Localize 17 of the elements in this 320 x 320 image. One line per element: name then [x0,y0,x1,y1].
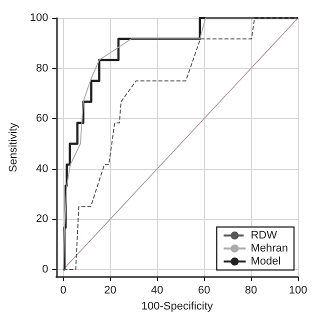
x-tick-label: 0 [60,284,66,296]
y-tick-label: 80 [36,62,48,74]
y-tick-label: 40 [36,162,48,175]
y-tick-label: 20 [36,213,48,226]
y-tick-label: 0 [42,263,48,276]
x-tick-label: 20 [104,284,116,296]
x-tick-label: 100 [288,284,308,296]
x-tick-label: 80 [244,284,258,296]
legend-label: Model [250,256,281,268]
y-tick-label: 60 [36,112,48,125]
legend-label: Mehran [250,242,288,254]
x-tick-label: 60 [198,284,210,296]
y-tick-label: 100 [30,12,48,24]
y-axis-title: Sensitivity [8,122,20,172]
x-axis-title: 100-Specificity [141,300,214,312]
legend-label: RDW [250,230,278,242]
x-tick-label: 40 [151,284,164,296]
